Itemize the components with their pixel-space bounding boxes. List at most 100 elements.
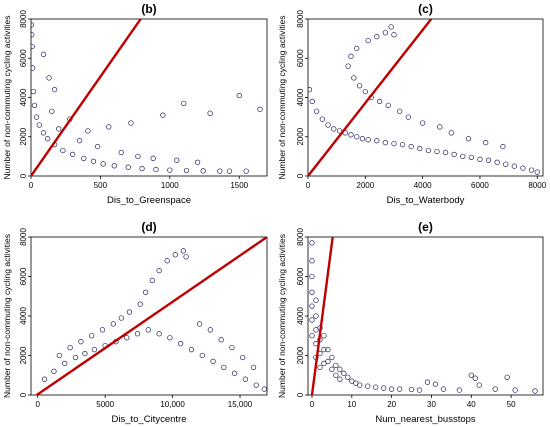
chart-panel-b: (b) 0 2000 4000 6000 8000 0 500 1000 1500 Dis_to_G…: [0, 0, 275, 213]
data-point: [348, 132, 354, 138]
data-point: [504, 374, 510, 380]
y-tick-label: 2000: [19, 346, 28, 364]
y-tick-label: 0: [296, 392, 305, 397]
x-tick-label: 20: [387, 400, 396, 409]
data-point: [51, 86, 58, 93]
data-point: [56, 352, 62, 359]
data-point: [85, 128, 91, 134]
scatter-plot-c: (c) 0 2000 4000 6000 8000 0 2000 4000 6000 8000 Dis…: [277, 2, 547, 206]
data-point: [329, 354, 335, 361]
data-point: [172, 252, 178, 258]
y-tick-label: 2000: [19, 127, 28, 145]
data-point: [111, 163, 117, 169]
y-tick-label: 4000: [19, 307, 28, 325]
data-point: [468, 372, 474, 378]
chart-panel-d: (d) 0 2000 4000 6000 8000 0 5000 10,000 15,000 Dis…: [0, 213, 275, 427]
data-point: [196, 321, 203, 327]
data-point: [494, 159, 500, 165]
data-point: [139, 165, 145, 172]
data-point: [520, 165, 526, 171]
data-point: [106, 124, 112, 130]
data-point: [226, 168, 233, 174]
data-point: [200, 168, 206, 174]
y-tick-label: 8000: [296, 10, 305, 28]
data-point: [317, 364, 323, 371]
y-tick-label: 4000: [19, 88, 28, 106]
y-tick-label: 0: [19, 173, 28, 178]
data-point: [382, 30, 389, 36]
x-axis-label: Dis_to_Citycentre: [112, 414, 187, 425]
data-point: [100, 161, 106, 167]
x-tick-label: 0: [310, 400, 315, 409]
data-points-group: [31, 22, 263, 174]
data-point: [134, 331, 141, 337]
data-point: [405, 114, 411, 120]
data-point: [309, 240, 315, 246]
data-point: [81, 155, 87, 161]
data-point: [419, 120, 426, 126]
data-point: [408, 143, 414, 150]
data-point: [341, 370, 347, 376]
data-point: [532, 388, 538, 394]
data-point: [391, 140, 397, 147]
data-point: [309, 289, 315, 295]
data-point: [78, 339, 84, 345]
data-point: [391, 32, 397, 38]
data-point: [309, 317, 315, 323]
x-tick-label: 4000: [414, 181, 432, 190]
data-point: [118, 315, 125, 321]
data-point: [396, 386, 403, 392]
data-point: [309, 303, 315, 309]
data-point: [126, 309, 133, 315]
y-tick-label: 2000: [296, 346, 305, 364]
data-point: [257, 106, 263, 112]
data-point: [440, 386, 447, 392]
y-tick-label: 6000: [296, 49, 305, 67]
y-axis-label: Number of non-commuting cycling activiti…: [277, 234, 287, 398]
y-tick-label: 8000: [19, 10, 28, 28]
x-tick-label: 50: [507, 400, 516, 409]
data-point: [308, 87, 313, 93]
data-point: [160, 112, 166, 118]
y-tick-label: 4000: [296, 88, 305, 106]
data-point: [321, 333, 327, 339]
x-tick-label: 30: [427, 400, 436, 409]
data-point: [408, 386, 415, 393]
data-point: [149, 277, 156, 284]
data-point: [69, 151, 76, 158]
x-tick-label: 6000: [471, 181, 489, 190]
data-point: [309, 273, 315, 280]
y-tick-label: 6000: [19, 49, 28, 67]
data-point: [434, 148, 440, 155]
data-point: [333, 372, 339, 378]
y-tick-label: 4000: [296, 307, 305, 325]
plot-frame: [30, 18, 268, 177]
data-point: [351, 75, 357, 81]
data-point: [51, 368, 57, 374]
data-point: [125, 164, 131, 170]
data-point: [503, 161, 509, 167]
data-point: [313, 313, 319, 319]
data-point: [309, 333, 315, 339]
data-point: [359, 136, 366, 142]
data-point: [231, 370, 238, 376]
data-point: [90, 158, 97, 164]
data-point: [250, 364, 257, 371]
x-axis-label: Dis_to_Greenspace: [107, 195, 191, 206]
data-point: [76, 138, 83, 144]
data-point: [485, 157, 492, 163]
data-point: [217, 168, 223, 174]
data-point: [31, 22, 35, 28]
y-tick-label: 8000: [296, 228, 305, 246]
data-point: [500, 143, 506, 150]
data-point: [397, 108, 403, 114]
data-point: [424, 379, 431, 385]
data-point: [416, 387, 423, 393]
chart-title: (b): [141, 2, 156, 16]
data-point: [365, 137, 371, 143]
data-point: [388, 386, 395, 392]
plot-frame: [307, 18, 544, 177]
data-point: [41, 376, 48, 382]
y-tick-label: 6000: [296, 267, 305, 285]
data-point: [89, 333, 95, 339]
